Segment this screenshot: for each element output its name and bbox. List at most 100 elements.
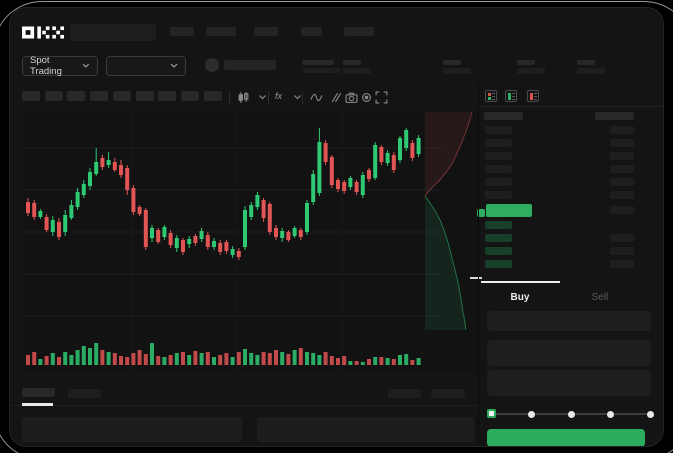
market-type-label: Spot Trading bbox=[30, 55, 62, 77]
toolbar-separator bbox=[302, 92, 303, 104]
interval-button-1[interactable] bbox=[22, 91, 40, 101]
nav-item-1[interactable] bbox=[170, 27, 194, 36]
total-input[interactable] bbox=[487, 370, 651, 396]
nav-item-4[interactable] bbox=[301, 27, 322, 36]
bid-mark bbox=[507, 92, 511, 100]
bottom-action-1[interactable] bbox=[388, 389, 421, 398]
interval-button-5[interactable] bbox=[112, 91, 131, 101]
last-price-tag bbox=[477, 209, 485, 217]
nav-item-5[interactable] bbox=[344, 27, 374, 36]
line-mark bbox=[534, 96, 537, 98]
price-input[interactable] bbox=[487, 311, 651, 331]
book-asks-only-icon[interactable] bbox=[527, 90, 539, 102]
stat-value-4 bbox=[577, 68, 605, 74]
ask-price-5[interactable] bbox=[485, 178, 512, 186]
ask-mark bbox=[487, 92, 491, 96]
interval-button-4[interactable] bbox=[90, 91, 109, 101]
nav-item-3[interactable] bbox=[254, 27, 278, 36]
line-mark bbox=[534, 93, 537, 95]
line-mark bbox=[492, 96, 495, 98]
bid-price-2[interactable] bbox=[485, 234, 512, 242]
ask-mark bbox=[529, 92, 533, 100]
interval-button-3[interactable] bbox=[67, 91, 86, 101]
bid-price-4[interactable] bbox=[485, 260, 512, 268]
stat-label-4 bbox=[577, 60, 595, 65]
interval-button-2[interactable] bbox=[44, 91, 63, 101]
line-mark bbox=[534, 99, 537, 101]
coin-avatar bbox=[205, 58, 219, 72]
camera-icon[interactable] bbox=[345, 91, 358, 104]
amount-input[interactable] bbox=[487, 340, 651, 366]
fullscreen-icon[interactable] bbox=[375, 91, 388, 104]
ask-price-1[interactable] bbox=[485, 126, 512, 134]
chevron-down-icon[interactable] bbox=[258, 94, 271, 107]
candle-style-icon[interactable] bbox=[237, 91, 250, 104]
bottom-tabs-divider bbox=[12, 405, 478, 406]
book-bids-only-icon[interactable] bbox=[505, 90, 517, 102]
slider-stop-4[interactable] bbox=[646, 410, 654, 418]
bid-mark bbox=[487, 97, 491, 100]
slider-stop-2[interactable] bbox=[567, 410, 575, 418]
search-input[interactable] bbox=[70, 24, 156, 41]
candlestick-chart[interactable] bbox=[22, 110, 478, 372]
price-change-placeholder bbox=[302, 68, 340, 73]
bid-amount-2 bbox=[610, 234, 634, 242]
ask-price-6[interactable] bbox=[485, 191, 512, 199]
orderbook-divider bbox=[479, 106, 663, 107]
ask-price-2[interactable] bbox=[485, 139, 512, 147]
bottom-tab-2[interactable] bbox=[68, 389, 101, 398]
bottom-tab-indicator bbox=[22, 403, 53, 406]
market-type-dropdown[interactable]: Spot Trading bbox=[22, 55, 98, 77]
line-tool-icon[interactable] bbox=[310, 91, 323, 104]
ask-amount-6 bbox=[610, 191, 634, 199]
book-combined-icon[interactable] bbox=[485, 90, 497, 102]
ask-amount-5 bbox=[610, 178, 634, 186]
interval-button-7[interactable] bbox=[158, 91, 177, 101]
ask-price-3[interactable] bbox=[485, 152, 512, 160]
bottom-panel-2[interactable] bbox=[257, 417, 474, 442]
settings-icon[interactable] bbox=[360, 91, 373, 104]
stat-value-2 bbox=[443, 68, 471, 74]
interval-button-8[interactable] bbox=[180, 91, 199, 101]
buy-tab-indicator bbox=[481, 281, 560, 283]
toolbar-separator bbox=[229, 92, 230, 104]
draw-tool-icon[interactable] bbox=[330, 91, 343, 104]
stat-label-1 bbox=[343, 60, 361, 65]
ask-amount-2 bbox=[610, 139, 634, 147]
bid-amount-4 bbox=[610, 260, 634, 268]
line-mark bbox=[492, 93, 495, 95]
bid-amount-3 bbox=[610, 247, 634, 255]
current-price-tick bbox=[470, 277, 482, 279]
bid-price-3[interactable] bbox=[485, 247, 512, 255]
stat-value-3 bbox=[517, 68, 545, 74]
pair-filter-dropdown[interactable] bbox=[106, 56, 186, 76]
app-window: Spot Trading fx bbox=[10, 8, 663, 446]
panel-divider bbox=[478, 82, 479, 446]
interval-button-6[interactable] bbox=[135, 91, 154, 101]
slider-stop-1[interactable] bbox=[528, 410, 535, 418]
buy-submit-button[interactable] bbox=[487, 429, 645, 446]
okx-logo[interactable] bbox=[22, 25, 64, 41]
stat-label-2 bbox=[443, 60, 461, 65]
last-price-placeholder bbox=[302, 60, 334, 65]
pair-name-placeholder[interactable] bbox=[224, 60, 276, 70]
orderbook-header-amount bbox=[595, 112, 634, 120]
ask-price-4[interactable] bbox=[485, 165, 512, 173]
toolbar-separator bbox=[268, 92, 269, 104]
indicators-fx-icon[interactable]: fx bbox=[275, 91, 283, 101]
spread-last-price[interactable] bbox=[486, 204, 532, 217]
bottom-panel-1[interactable] bbox=[22, 417, 242, 442]
line-mark bbox=[512, 93, 515, 95]
tab-sell[interactable]: Sell bbox=[591, 292, 609, 303]
bid-price-1[interactable] bbox=[485, 221, 512, 229]
tab-buy[interactable]: Buy bbox=[510, 292, 530, 303]
bottom-tab-1[interactable] bbox=[22, 388, 55, 397]
nav-item-2[interactable] bbox=[206, 27, 236, 36]
interval-button-9[interactable] bbox=[203, 91, 222, 101]
chevron-down-icon[interactable] bbox=[293, 94, 306, 107]
slider-handle[interactable] bbox=[487, 409, 496, 418]
bottom-action-2[interactable] bbox=[431, 389, 465, 398]
spread-amount bbox=[610, 206, 634, 214]
slider-stop-3[interactable] bbox=[607, 410, 614, 418]
